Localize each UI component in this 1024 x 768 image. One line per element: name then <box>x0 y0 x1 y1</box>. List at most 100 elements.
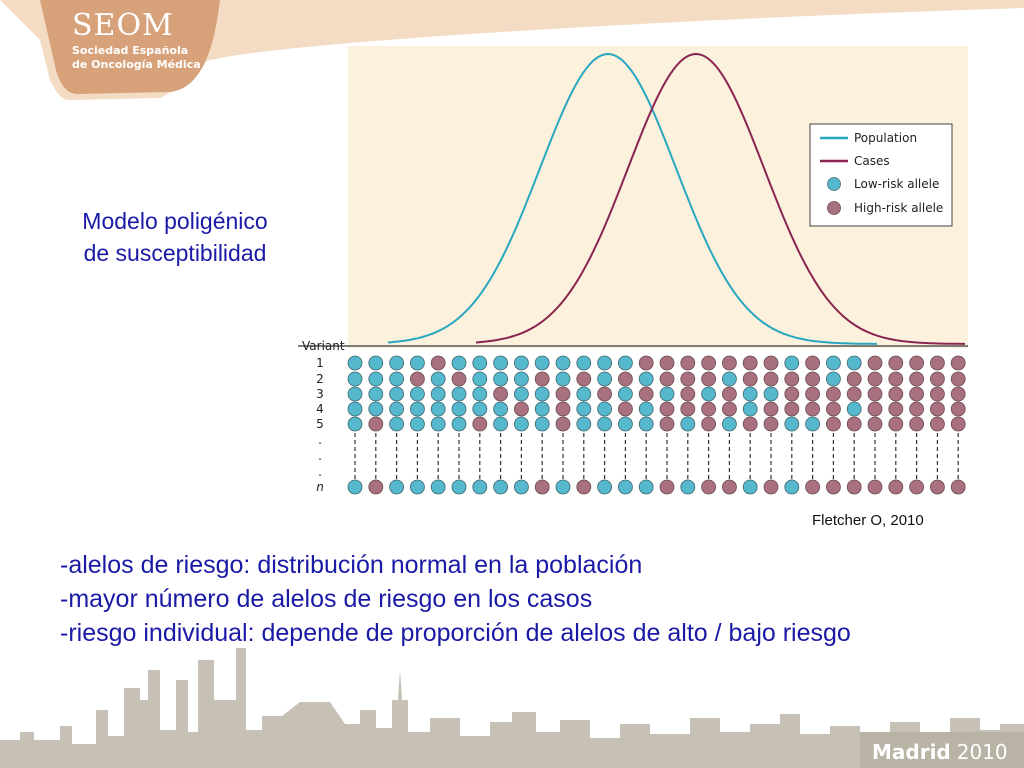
polygenic-figure: Population Cases Low-risk allele High-ri… <box>298 46 968 495</box>
low-risk-allele-dot <box>597 371 613 387</box>
high-risk-allele-dot <box>867 355 883 371</box>
low-risk-allele-dot <box>617 416 633 432</box>
allele-column-lines <box>354 433 959 480</box>
low-risk-allele-dot <box>410 386 425 402</box>
slide-title-line1: Modelo poligénico <box>82 208 268 234</box>
low-risk-allele-dot <box>368 355 384 371</box>
high-risk-allele-dot <box>576 479 592 495</box>
high-risk-allele-dot <box>867 386 883 402</box>
low-risk-allele-dot <box>430 401 446 417</box>
high-risk-allele-dot <box>617 401 633 417</box>
high-risk-allele-dot <box>826 386 841 402</box>
high-risk-allele-dot <box>846 386 862 402</box>
low-risk-allele-dot <box>680 416 696 432</box>
high-risk-allele-dot <box>826 416 841 432</box>
low-risk-allele-dot <box>638 371 654 387</box>
low-risk-allele-dot <box>805 416 820 432</box>
bullet-item-2: -mayor número de alelos de riesgo en los… <box>60 585 593 613</box>
low-risk-allele-dot <box>493 416 509 432</box>
high-risk-allele-dot <box>867 371 883 387</box>
low-risk-allele-dot <box>430 386 446 402</box>
low-risk-allele-dot <box>617 355 633 371</box>
low-risk-allele-dot <box>451 416 467 432</box>
high-risk-allele-dot <box>721 479 737 495</box>
low-risk-allele-dot <box>368 371 384 387</box>
high-risk-allele-dot <box>930 401 945 417</box>
footer-city: Madrid 2010 <box>872 740 1008 764</box>
high-risk-allele-dot <box>659 371 675 387</box>
low-risk-allele-dot <box>846 355 862 371</box>
high-risk-allele-dot <box>513 401 529 417</box>
high-risk-allele-dot <box>638 355 654 371</box>
madrid-skyline-decoration <box>0 648 1024 768</box>
low-risk-allele-dot <box>389 386 404 402</box>
low-risk-allele-dot <box>763 386 779 402</box>
high-risk-allele-dot <box>701 401 717 417</box>
logo-subtitle-line1: Sociedad Española <box>72 44 189 57</box>
high-risk-allele-dot <box>763 401 779 417</box>
low-risk-allele-dot <box>617 386 633 402</box>
high-risk-allele-dot <box>846 371 862 387</box>
variant-row-label: 3 <box>316 387 324 401</box>
low-risk-allele-dot <box>638 479 654 495</box>
low-risk-allele-dot <box>597 401 613 417</box>
high-risk-allele-dot <box>888 479 904 495</box>
low-risk-allele-dot <box>347 479 363 495</box>
low-risk-allele-dot <box>534 416 550 432</box>
high-risk-allele-dot <box>701 355 717 371</box>
variant-row-label: n <box>316 480 324 494</box>
high-risk-allele-dot <box>368 416 384 432</box>
low-risk-allele-dot <box>410 479 425 495</box>
low-risk-allele-dot <box>680 479 696 495</box>
high-risk-allele-dot <box>701 416 717 432</box>
high-risk-allele-dot <box>617 371 633 387</box>
high-risk-allele-dot <box>805 355 820 371</box>
low-risk-allele-dot <box>389 355 404 371</box>
high-risk-allele-dot <box>721 355 737 371</box>
low-risk-allele-dot <box>576 401 592 417</box>
low-risk-allele-dot <box>513 355 529 371</box>
low-risk-allele-dot <box>513 386 529 402</box>
high-risk-allele-dot <box>888 416 904 432</box>
high-risk-allele-dot <box>909 401 924 417</box>
high-risk-allele-dot <box>950 355 966 371</box>
high-risk-allele-dot <box>742 371 758 387</box>
low-risk-allele-dot <box>742 479 758 495</box>
low-risk-allele-dot <box>513 479 529 495</box>
high-risk-allele-dot <box>805 371 820 387</box>
high-risk-allele-dot <box>826 479 841 495</box>
footer-year: 2010 <box>956 740 1008 764</box>
figure-credit: Fletcher O, 2010 <box>812 512 924 529</box>
high-risk-allele-dot <box>680 355 696 371</box>
low-risk-allele-dot <box>389 479 404 495</box>
low-risk-allele-dot <box>389 416 404 432</box>
high-risk-allele-dot <box>950 371 966 387</box>
low-risk-allele-dot <box>742 386 758 402</box>
high-risk-allele-dot <box>930 371 945 387</box>
high-risk-allele-dot <box>909 386 924 402</box>
variant-row-label: 4 <box>316 402 324 416</box>
low-risk-allele-dot <box>347 386 363 402</box>
low-risk-allele-dot <box>826 355 841 371</box>
legend-cases-label: Cases <box>854 154 890 168</box>
logo-name: SEOM <box>72 8 174 43</box>
variant-row-label: 5 <box>316 417 324 431</box>
low-risk-allele-dot <box>389 371 404 387</box>
high-risk-allele-dot <box>659 416 675 432</box>
low-risk-allele-dot <box>347 401 363 417</box>
low-risk-allele-dot <box>451 386 467 402</box>
low-risk-allele-dot <box>493 479 509 495</box>
high-risk-allele-dot <box>888 355 904 371</box>
low-risk-allele-dot <box>389 401 404 417</box>
low-risk-allele-dot <box>576 386 592 402</box>
high-risk-allele-dot <box>555 401 571 417</box>
low-risk-allele-dot <box>430 371 446 387</box>
low-risk-allele-dot <box>597 416 613 432</box>
low-risk-allele-dot <box>347 416 363 432</box>
low-risk-allele-dot <box>410 401 425 417</box>
high-risk-allele-dot <box>805 479 820 495</box>
legend-low-risk-dot <box>827 177 841 191</box>
low-risk-allele-dot <box>701 386 717 402</box>
low-risk-allele-dot <box>368 401 384 417</box>
